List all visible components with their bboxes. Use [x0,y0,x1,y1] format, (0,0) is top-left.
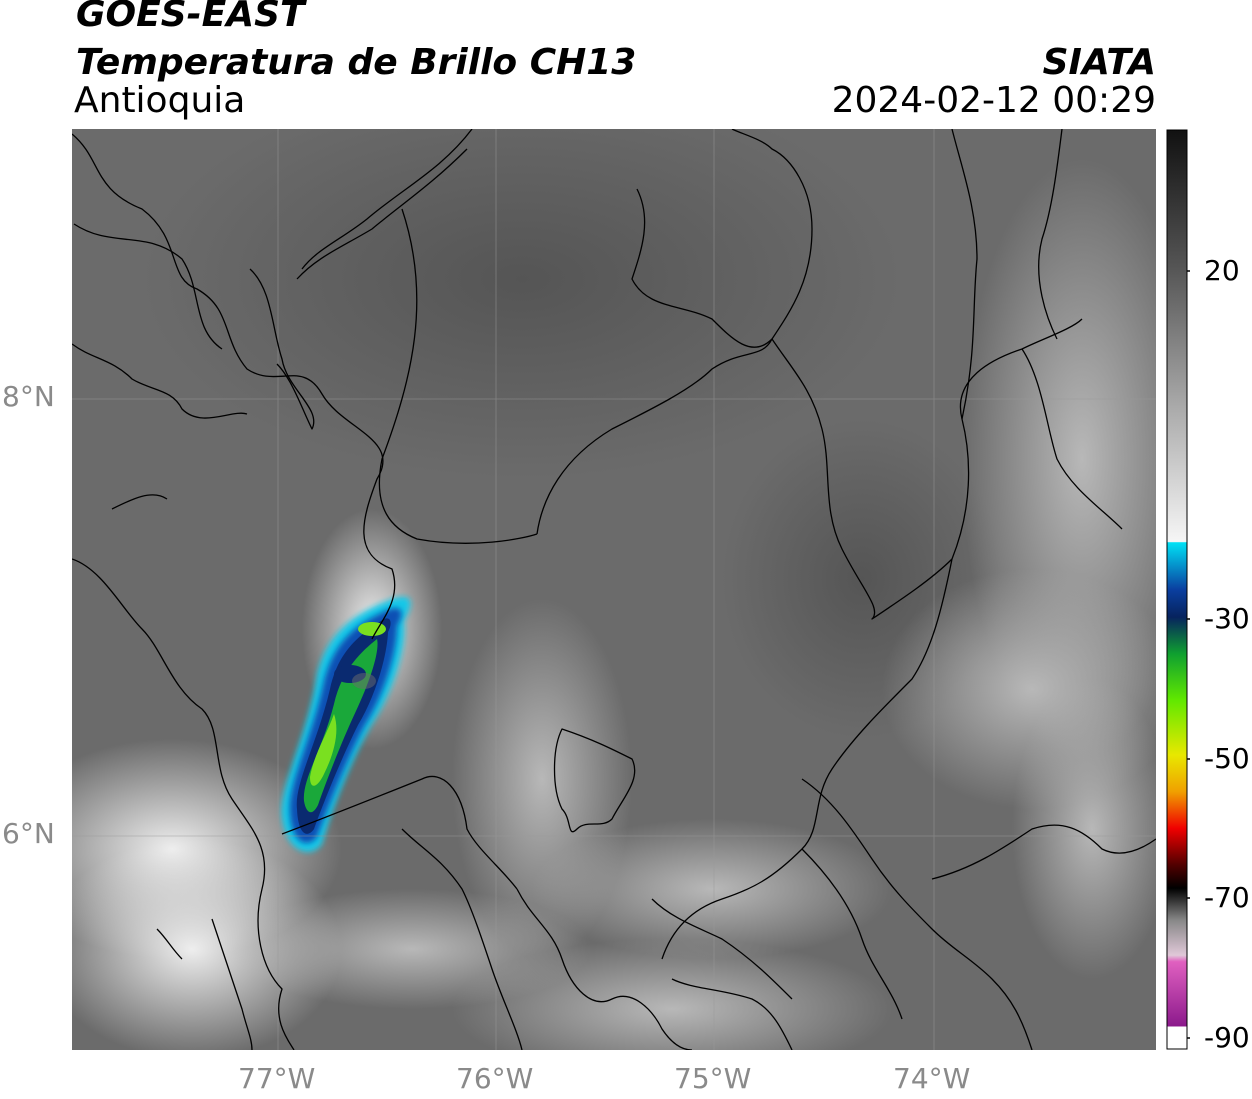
colorbar-tick-minus70: -70 [1204,881,1250,914]
boundaries [72,129,1156,1050]
gridlines [72,129,1156,1050]
lat-label-6n: 6°N [2,817,55,850]
colorbar-tick-minus30: -30 [1204,602,1250,635]
colorbar-tick-20: 20 [1204,254,1240,287]
lon-label-74w: 74°W [893,1062,971,1095]
cold-cloud-tops [281,596,411,852]
timestamp-label: 2024-02-12 00:29 [831,80,1156,121]
lat-label-8n: 8°N [2,380,55,413]
product-title: Temperatura de Brillo CH13 [76,42,637,83]
satellite-map [72,129,1156,1050]
lon-label-75w: 75°W [674,1062,752,1095]
colorbar [1166,129,1190,1050]
colorbar-tick-minus50: -50 [1204,742,1250,775]
lon-label-76w: 76°W [456,1062,534,1095]
colorbar-tick-minus90: -90 [1204,1021,1250,1054]
region-label: Antioquia [74,80,246,121]
agency-label: SIATA [1042,42,1156,83]
satellite-title: GOES-EAST [76,0,305,35]
lon-label-77w: 77°W [238,1062,316,1095]
cloud-field [72,129,1156,1050]
